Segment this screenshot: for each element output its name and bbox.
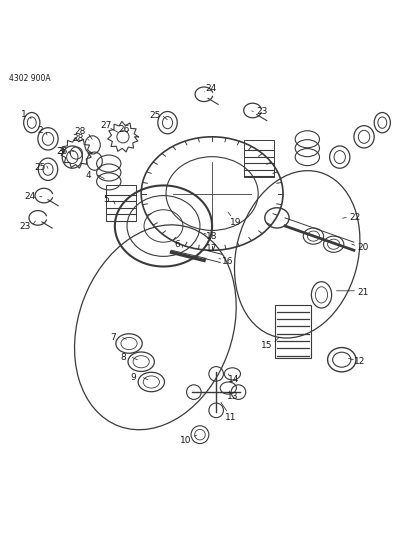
Text: 28: 28	[73, 134, 84, 143]
Text: 7: 7	[110, 333, 116, 342]
Text: 14: 14	[228, 375, 239, 384]
Bar	[244, 140, 274, 176]
Text: 23: 23	[257, 107, 268, 116]
Text: 6: 6	[175, 240, 180, 249]
Bar	[275, 305, 311, 358]
Text: 1: 1	[21, 110, 27, 119]
Text: 18: 18	[206, 232, 218, 241]
Text: 3: 3	[57, 147, 63, 156]
Text: 9: 9	[130, 374, 136, 383]
Text: 24: 24	[206, 84, 217, 93]
Text: 12: 12	[354, 357, 366, 366]
Text: 5: 5	[103, 195, 109, 204]
Text: 26: 26	[118, 125, 129, 134]
Text: 17: 17	[206, 244, 218, 253]
Text: 8: 8	[120, 353, 126, 362]
Text: 4302 900A: 4302 900A	[9, 74, 51, 83]
Text: 25: 25	[34, 163, 46, 172]
Text: 28: 28	[75, 127, 86, 136]
Text: 4: 4	[86, 171, 91, 180]
Text: 21: 21	[357, 288, 368, 297]
Text: 2: 2	[37, 126, 43, 135]
Text: 11: 11	[224, 413, 236, 422]
Text: 22: 22	[349, 213, 360, 222]
Text: 23: 23	[19, 222, 31, 231]
Text: 16: 16	[222, 257, 233, 266]
Text: 24: 24	[24, 192, 35, 201]
Text: 10: 10	[180, 436, 191, 445]
Text: 26: 26	[56, 147, 68, 156]
Text: 20: 20	[357, 243, 368, 252]
Text: 13: 13	[227, 392, 239, 401]
Text: 19: 19	[230, 218, 242, 227]
Text: 25: 25	[149, 111, 160, 120]
Text: 15: 15	[261, 341, 273, 350]
Bar	[106, 184, 136, 221]
Text: 27: 27	[100, 121, 112, 130]
